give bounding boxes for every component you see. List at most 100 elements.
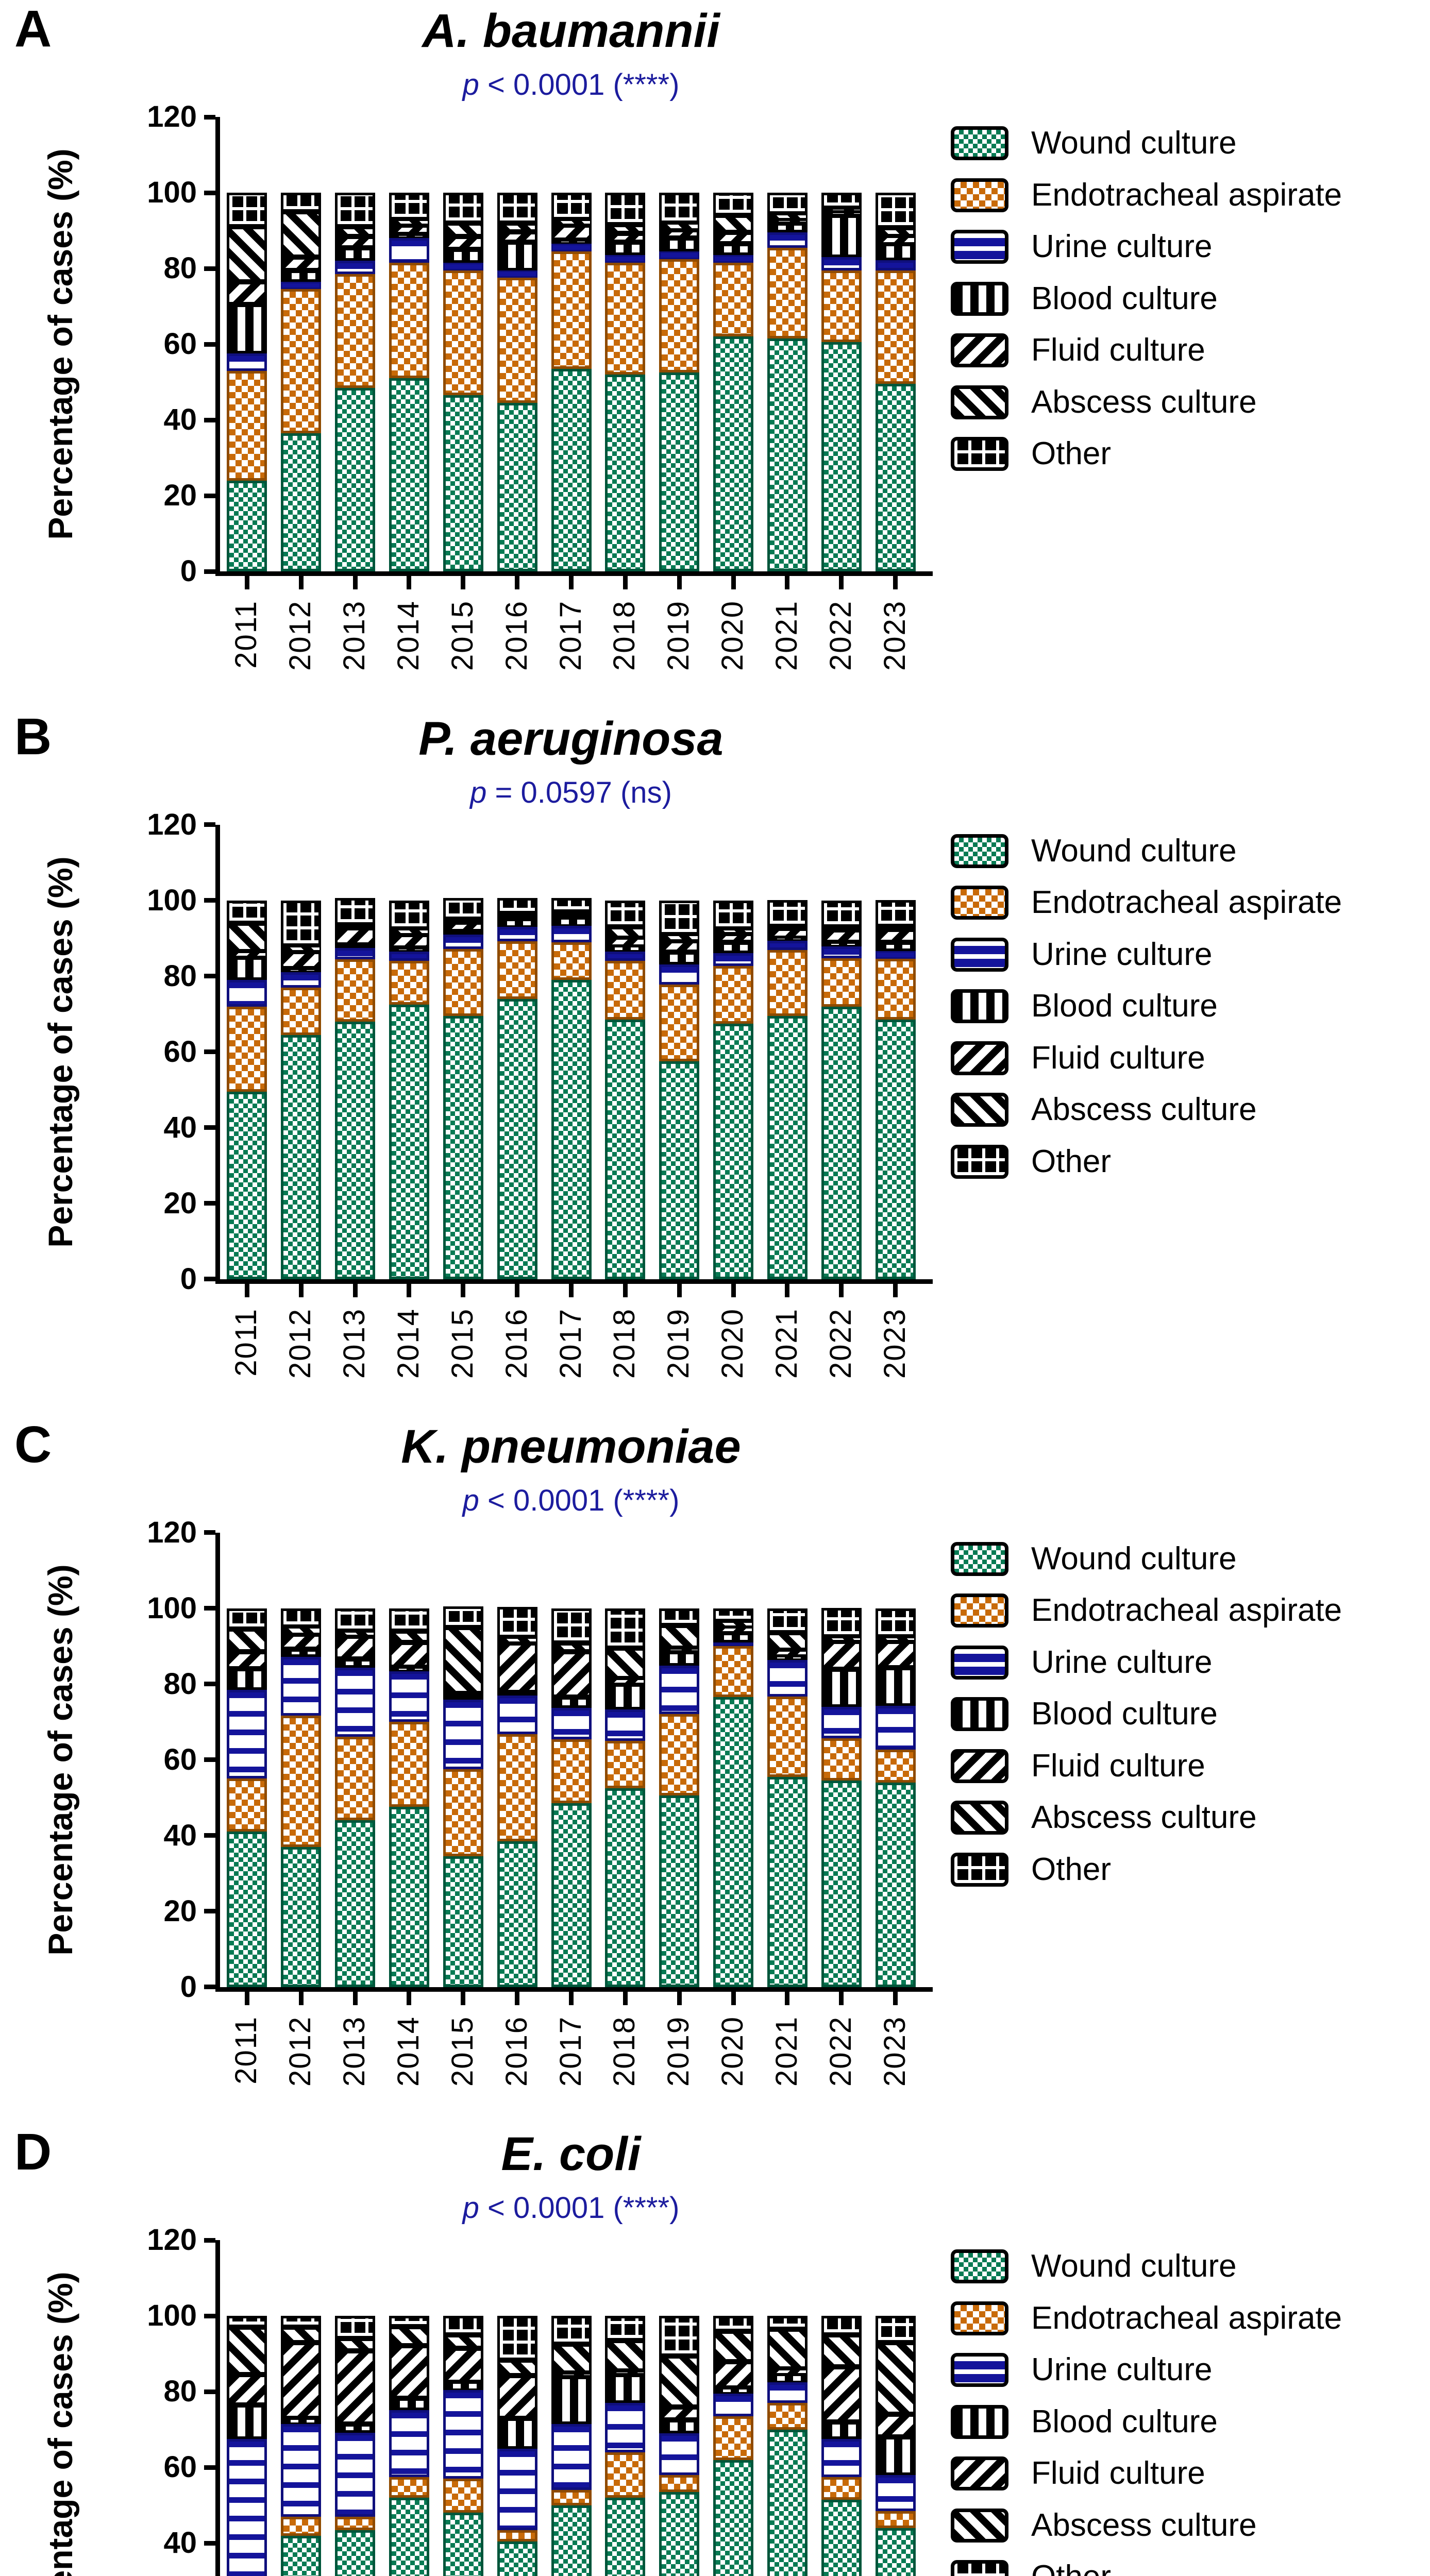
stacked-bar-2015 [443,1606,483,1987]
y-axis-tick-label: 60 [163,327,197,361]
y-axis-tick-label: 120 [147,2223,197,2257]
legend-label: Fluid culture [1031,1748,1205,1784]
bar-segment-wound [551,368,592,571]
bar-segment-blood [713,244,754,256]
bar-segment-endotracheal [281,987,322,1035]
bar-segment-abscess [443,919,483,922]
bar-segment-fluid [497,231,537,242]
legend-item-blood: Blood culture [951,2401,1218,2443]
bar-segment-blood [821,1669,862,1707]
bar-segment-other [875,900,916,927]
stacked-bar-2017 [551,898,592,1279]
y-axis-tick [204,190,215,195]
legend-item-urine: Urine culture [951,226,1212,267]
bar-segment-endotracheal [605,1740,646,1788]
bar-segment-endotracheal [389,2477,429,2498]
bar-segment-endotracheal [227,1778,267,1832]
bar-segment-abscess [713,1621,754,1628]
legend-item-abscess: Abscess culture [951,1089,1257,1130]
bar-segment-fluid [551,1652,592,1698]
y-axis-tick [204,569,215,574]
bar-segment-wound [875,2528,916,2576]
legend-item-blood: Blood culture [951,986,1218,1027]
bar-segment-other [713,193,754,216]
bar-segment-wound [389,2498,429,2576]
bar-segment-urine [227,1689,267,1779]
panel-letter: C [14,1415,52,1473]
stacked-bar-2020 [713,2316,754,2576]
legend-item-abscess: Abscess culture [951,382,1257,423]
bar-segment-blood [443,2382,483,2390]
bar-segment-urine [281,972,322,988]
p-value: p < 0.0001 (****) [463,2193,680,2223]
bar-segment-other [605,1608,646,1648]
bar-segment-blood [443,249,483,263]
bar-segment-abscess [281,211,322,258]
bar-segment-endotracheal [281,2516,322,2536]
bar-segment-urine [659,2433,700,2475]
bar-segment-endotracheal [497,2530,537,2541]
bar-segment-wound [551,2505,592,2576]
p-value-text: < 0.0001 (****) [479,68,680,101]
x-axis-tick [731,576,736,589]
x-axis-tick [785,576,790,589]
stacked-bar-2011 [227,193,267,571]
bar-segment-blood [497,242,537,270]
legend-item-other: Other [951,2556,1111,2576]
bar-segment-abscess [605,2341,646,2371]
legend-item-fluid: Fluid culture [951,2453,1205,2494]
x-axis-tick-label: 2021 [769,1308,803,1379]
bar-segment-wound [659,1061,700,1279]
bar-segment-endotracheal [389,961,429,1005]
y-axis-tick-label: 100 [147,176,197,209]
x-axis-line [215,571,933,576]
stacked-bar-2014 [389,2316,429,2576]
x-axis-tick [515,1991,520,2005]
bar-segment-wound [443,395,483,571]
stacked-bar-2020 [713,900,754,1279]
bar-segment-endotracheal [443,270,483,396]
bar-segment-endotracheal [443,2479,483,2513]
p-value-symbol: p [462,1483,479,1517]
p-value-text: < 0.0001 (****) [479,2191,680,2225]
x-axis-tick-label: 2022 [823,600,857,671]
x-axis-tick [407,1991,412,2005]
bar-segment-fluid [659,940,700,953]
x-axis-tick [515,1283,520,1297]
stacked-bar-2022 [821,193,862,571]
y-axis-tick [204,2465,215,2470]
other-pattern-swatch-icon [951,437,1008,471]
bar-segment-blood [659,2420,700,2434]
bar-segment-abscess [713,215,754,233]
bar-segment-endotracheal [227,1006,267,1092]
x-axis-tick [623,576,628,589]
bar-segment-fluid [443,2348,483,2382]
bar-segment-other [713,1608,754,1622]
x-axis-tick-label: 2011 [229,600,263,669]
bar-segment-wound [551,980,592,1279]
bar-segment-fluid [443,236,483,250]
x-axis-tick [677,1283,682,1297]
bar-segment-fluid [659,1648,700,1652]
y-axis-tick-label: 120 [147,100,197,133]
stacked-bar-2017 [551,193,592,571]
bar-segment-fluid [389,1642,429,1668]
y-axis-tick [204,2540,215,2546]
bar-segment-endotracheal [767,2403,807,2430]
y-axis-tick-label: 0 [180,1970,197,2004]
p-value-symbol: p [462,2191,479,2225]
bar-segment-urine [389,238,429,263]
y-axis-tick [204,266,215,271]
x-axis-tick-label: 2012 [283,600,317,671]
bar-segment-urine [389,2410,429,2477]
bar-segment-blood [389,947,429,952]
bar-segment-urine [659,1666,700,1714]
bar-segment-fluid [713,2361,754,2388]
legend-label: Blood culture [1031,988,1218,1024]
bar-segment-abscess [551,1643,592,1652]
x-axis-tick-label: 2016 [499,2015,533,2087]
x-axis-tick-label: 2019 [662,600,696,671]
plot-area: 0 20 40 60 80 100 120 2011 2012 2013 2014 2015 2016 2… [147,102,933,671]
stacked-bar-2019 [659,1608,700,1987]
